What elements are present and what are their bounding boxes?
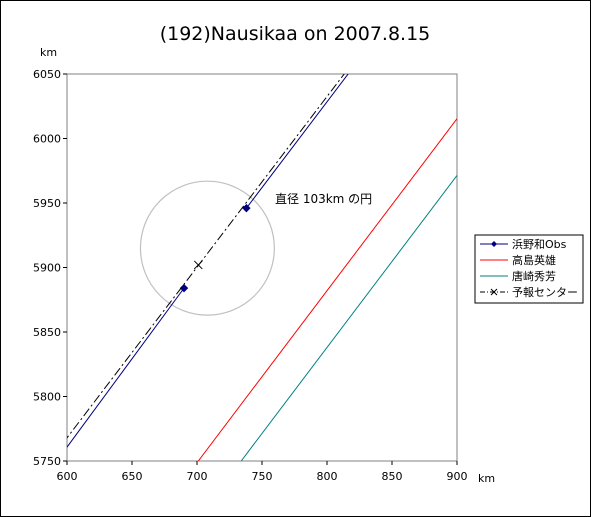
y-tick-label: 5800 (33, 391, 61, 404)
series-2 (240, 174, 457, 461)
y-tick-label: 5750 (33, 455, 61, 468)
diameter-circle (139, 180, 275, 316)
annotation-labels: 直径 103km の円 (275, 192, 372, 206)
x-axis-unit: km (478, 472, 495, 485)
y-tick-label: 6000 (33, 133, 61, 146)
series-line (240, 174, 457, 461)
legend-label: 予報センター (512, 286, 578, 299)
legend-label: 浜野和Obs (512, 238, 567, 251)
chart-title: (192)Nausikaa on 2007.8.15 (160, 23, 431, 45)
x-tick-label: 650 (122, 470, 143, 483)
series-3 (67, 74, 345, 439)
x-tick-label: 600 (57, 470, 78, 483)
x-tick-label: 900 (447, 470, 468, 483)
annotations (139, 180, 275, 316)
legend-label: 唐崎秀芳 (512, 269, 556, 283)
data-point-diamond (242, 203, 251, 213)
y-tick-label: 6050 (33, 68, 61, 81)
y-axis-ticks: 5750 5800 5850 5900 5950 6000 6050 (33, 68, 67, 468)
x-axis-ticks: 600 650 700 750 800 850 900 (57, 461, 468, 483)
series-layer (67, 74, 457, 461)
series-line (197, 117, 457, 461)
data-point-x (193, 260, 203, 270)
y-axis-unit: km (40, 46, 57, 59)
y-tick-label: 5900 (33, 262, 61, 275)
legend-marker (490, 288, 498, 296)
y-tick-label: 5850 (33, 326, 61, 339)
series-line (246, 74, 349, 209)
series-1 (197, 117, 457, 461)
series-line (67, 287, 185, 448)
series-0 (67, 74, 349, 448)
x-tick-label: 700 (187, 470, 208, 483)
plot-area (66, 73, 458, 462)
series-line (67, 74, 345, 439)
y-tick-label: 5950 (33, 197, 61, 210)
x-tick-label: 750 (252, 470, 273, 483)
x-tick-label: 850 (382, 470, 403, 483)
legend-marker (491, 241, 497, 247)
x-tick-label: 800 (317, 470, 338, 483)
circle-annotation: 直径 103km の円 (275, 192, 372, 206)
legend-label: 高島英雄 (512, 253, 556, 267)
